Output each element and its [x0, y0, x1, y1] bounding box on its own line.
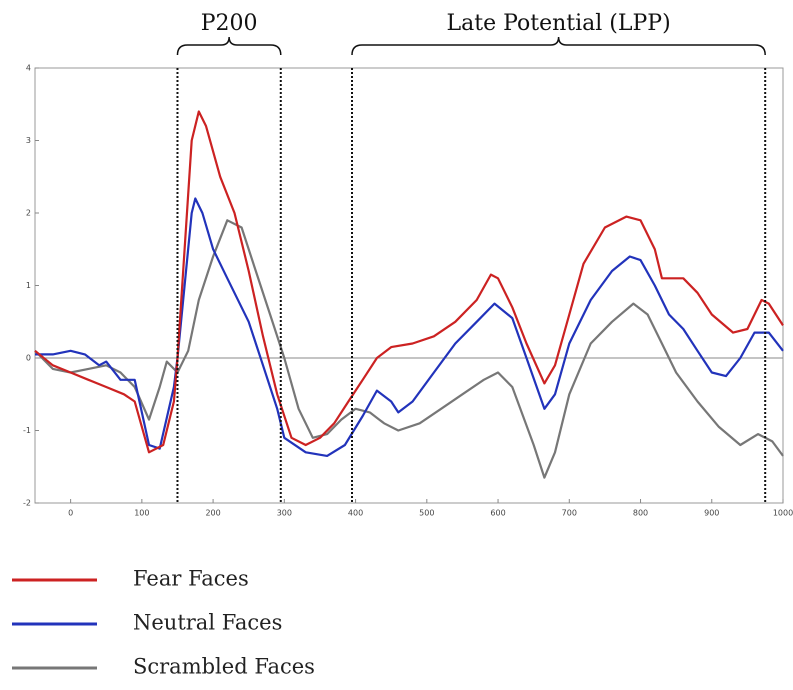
x-tick-label: 800: [633, 509, 648, 518]
x-tick-label: 400: [348, 509, 363, 518]
x-tick-label: 1000: [773, 509, 793, 518]
y-tick-label: 2: [26, 209, 31, 218]
brace: [351, 36, 766, 56]
y-tick-label: 0: [26, 354, 31, 363]
x-tick-label: 900: [704, 509, 719, 518]
x-tick-label: 700: [562, 509, 577, 518]
y-tick-label: 3: [26, 136, 31, 145]
x-tick-label: 500: [419, 509, 434, 518]
x-tick-label: 0: [68, 509, 73, 518]
x-tick-label: 100: [134, 509, 149, 518]
annotation: Late Potential (LPP): [447, 11, 671, 36]
x-tick-label: 600: [490, 509, 505, 518]
y-tick-label: 4: [26, 64, 31, 73]
y-tick-label: 1: [26, 281, 31, 290]
y-tick-label: -2: [23, 499, 31, 508]
x-tick-label: 300: [277, 509, 292, 518]
legend-label: Fear Faces: [133, 567, 249, 591]
legend-label: Neutral Faces: [133, 611, 282, 635]
data-line: [34, 219, 784, 479]
x-tick-label: 200: [205, 509, 220, 518]
data-line: [34, 110, 784, 454]
legend-label: Scrambled Faces: [133, 655, 315, 679]
y-tick-label: -1: [23, 426, 31, 435]
brace: [176, 36, 282, 56]
annotation: P200: [201, 11, 258, 36]
